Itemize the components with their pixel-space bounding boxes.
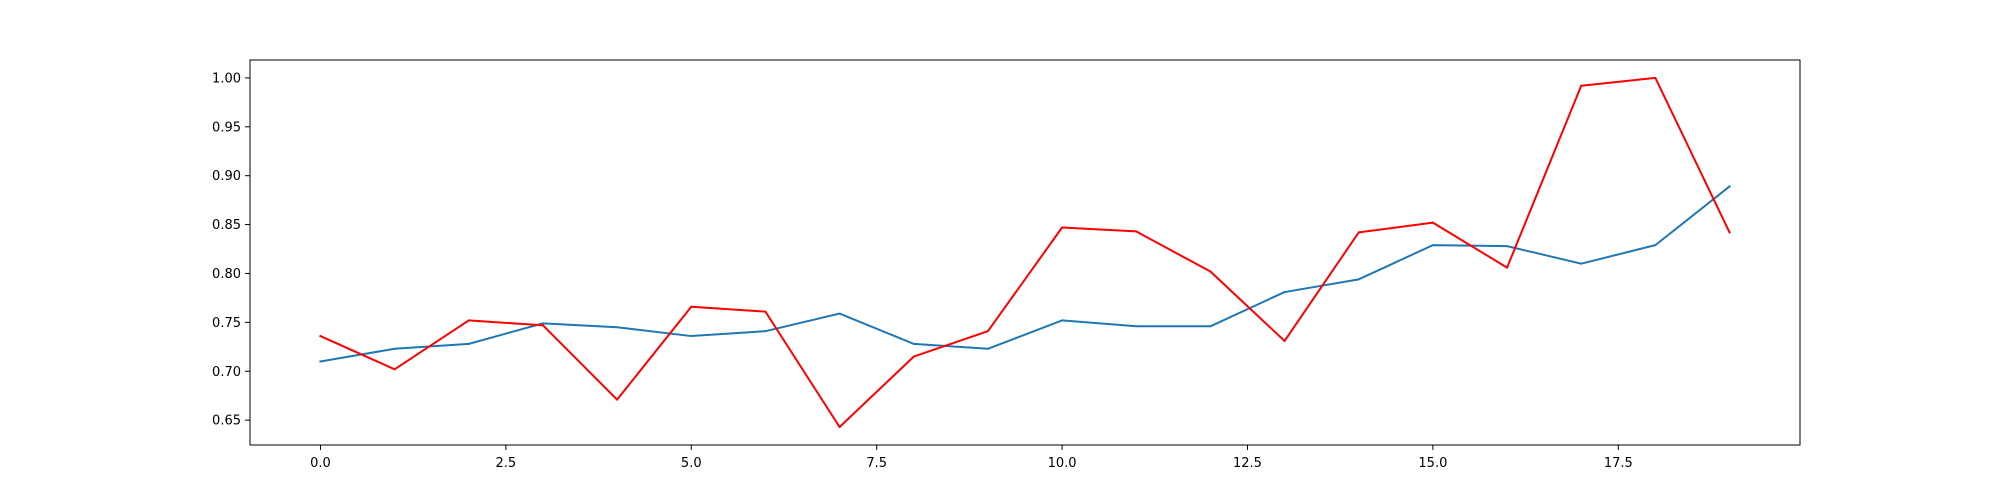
series-2-point	[986, 330, 989, 333]
series-1-point	[541, 322, 544, 325]
series-2-point	[1654, 76, 1657, 79]
x-tick-label: 2.5	[496, 456, 517, 471]
y-tick-label: 0.65	[212, 414, 241, 429]
series-line-1	[319, 185, 1731, 363]
series-1-point	[1506, 245, 1509, 248]
series-line-2	[319, 76, 1731, 429]
x-axis: 0.0 2.5 5.0 7.5 10.0 12.5 15.0 17.5	[310, 445, 1633, 471]
series-2-point	[1357, 231, 1360, 234]
y-tick-label: 0.70	[212, 365, 241, 380]
y-axis: 0.65 0.70 0.75 0.80 0.85 0.90 0.95 1.00	[212, 71, 250, 429]
series-2-point	[912, 355, 915, 358]
series-2-point	[1506, 266, 1509, 269]
series-2-point	[1431, 221, 1434, 224]
series-1-point	[764, 330, 767, 333]
x-tick-label: 15.0	[1418, 456, 1447, 471]
series-2-point	[467, 319, 470, 322]
series-2-point	[690, 305, 693, 308]
series-1-point	[319, 360, 322, 363]
series-2-point	[1728, 231, 1731, 234]
series-1-point	[616, 326, 619, 329]
series-2-point	[1283, 339, 1286, 342]
series-1-point	[1061, 319, 1064, 322]
series-1-point	[1135, 325, 1138, 328]
series-1-point	[1283, 291, 1286, 294]
series-1-point	[838, 312, 841, 315]
series-1-point	[393, 347, 396, 350]
series-2-point	[616, 398, 619, 401]
x-tick-label: 5.0	[681, 456, 702, 471]
x-tick-label: 7.5	[866, 456, 887, 471]
series-1-point	[1209, 325, 1212, 328]
series-2-point	[393, 368, 396, 371]
x-tick-label: 0.0	[310, 456, 331, 471]
y-tick-label: 0.85	[212, 218, 241, 233]
y-tick-label: 0.80	[212, 267, 241, 282]
series-2-point	[764, 310, 767, 313]
series-1-point	[1431, 244, 1434, 247]
series-2-point	[1209, 270, 1212, 273]
series-1-point	[1654, 244, 1657, 247]
series-2-point	[1135, 230, 1138, 233]
series-1-point	[1357, 278, 1360, 281]
y-tick-label: 1.00	[212, 71, 241, 86]
x-tick-label: 17.5	[1604, 456, 1633, 471]
series-1-point	[1728, 185, 1731, 188]
series-2-point	[319, 335, 322, 338]
series-2-point	[1061, 226, 1064, 229]
plot-frame	[249, 59, 1801, 446]
series-1-point	[986, 347, 989, 350]
y-tick-label: 0.95	[212, 120, 241, 135]
y-tick-label: 0.90	[212, 169, 241, 184]
series-1-point	[690, 335, 693, 338]
x-tick-label: 12.5	[1233, 456, 1262, 471]
series-1-point	[912, 342, 915, 345]
series-2-point	[541, 324, 544, 327]
y-tick-label: 0.75	[212, 316, 241, 331]
series-1-point	[467, 342, 470, 345]
series-2-point	[1580, 84, 1583, 87]
series-1-point	[1580, 262, 1583, 265]
series-2-point	[838, 426, 841, 429]
series-layer	[319, 76, 1731, 429]
x-tick-label: 10.0	[1048, 456, 1077, 471]
